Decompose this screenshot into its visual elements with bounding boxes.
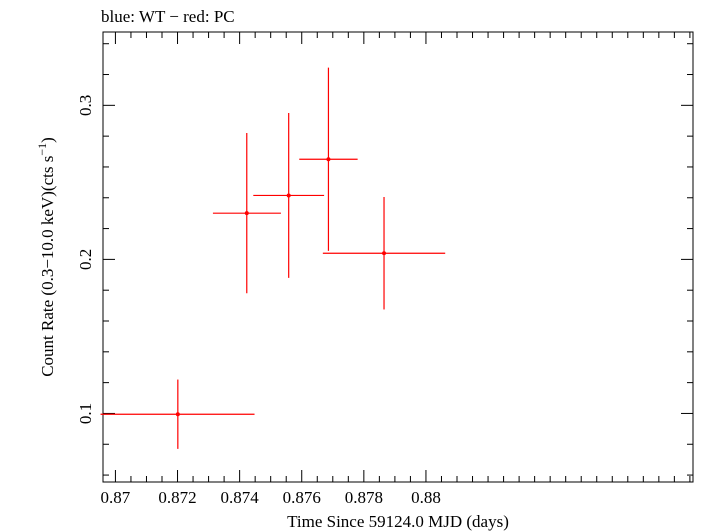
chart-title: blue: WT − red: PC <box>101 7 235 26</box>
data-point <box>100 379 255 449</box>
x-axis-label: Time Since 59124.0 MJD (days) <box>287 512 509 531</box>
y-tick-label: 0.3 <box>76 95 95 116</box>
data-marker <box>286 193 291 198</box>
y-tick-label: 0.2 <box>76 249 95 270</box>
x-tick-label: 0.876 <box>283 488 321 507</box>
y-axis-label-main: Count Rate (0.3−10.0 keV)(cts s <box>38 156 57 377</box>
plot-frame <box>102 31 694 483</box>
x-tick-label: 0.872 <box>158 488 196 507</box>
x-tick-label: 0.87 <box>101 488 131 507</box>
data-point <box>299 67 358 251</box>
data-marker <box>175 412 180 417</box>
y-axis-label-end: ) <box>38 137 57 143</box>
data-point <box>322 196 446 310</box>
y-tick-label: 0.1 <box>76 403 95 424</box>
data-marker <box>382 251 387 256</box>
data-marker <box>326 157 331 162</box>
data-series <box>100 67 446 449</box>
x-tick-label: 0.874 <box>221 488 260 507</box>
axis-tick-labels: 0.87 0.872 0.874 0.876 0.878 0.88 0.1 0.2 0.3 <box>76 95 441 507</box>
axis-ticks <box>103 32 693 482</box>
data-point <box>212 133 281 294</box>
x-tick-label: 0.88 <box>411 488 441 507</box>
y-axis-label-superscript: −1 <box>35 143 49 156</box>
y-axis-label: Count Rate (0.3−10.0 keV)(cts s−1) <box>35 137 57 377</box>
data-marker <box>244 211 249 216</box>
data-point <box>253 113 325 278</box>
x-tick-label: 0.878 <box>345 488 383 507</box>
